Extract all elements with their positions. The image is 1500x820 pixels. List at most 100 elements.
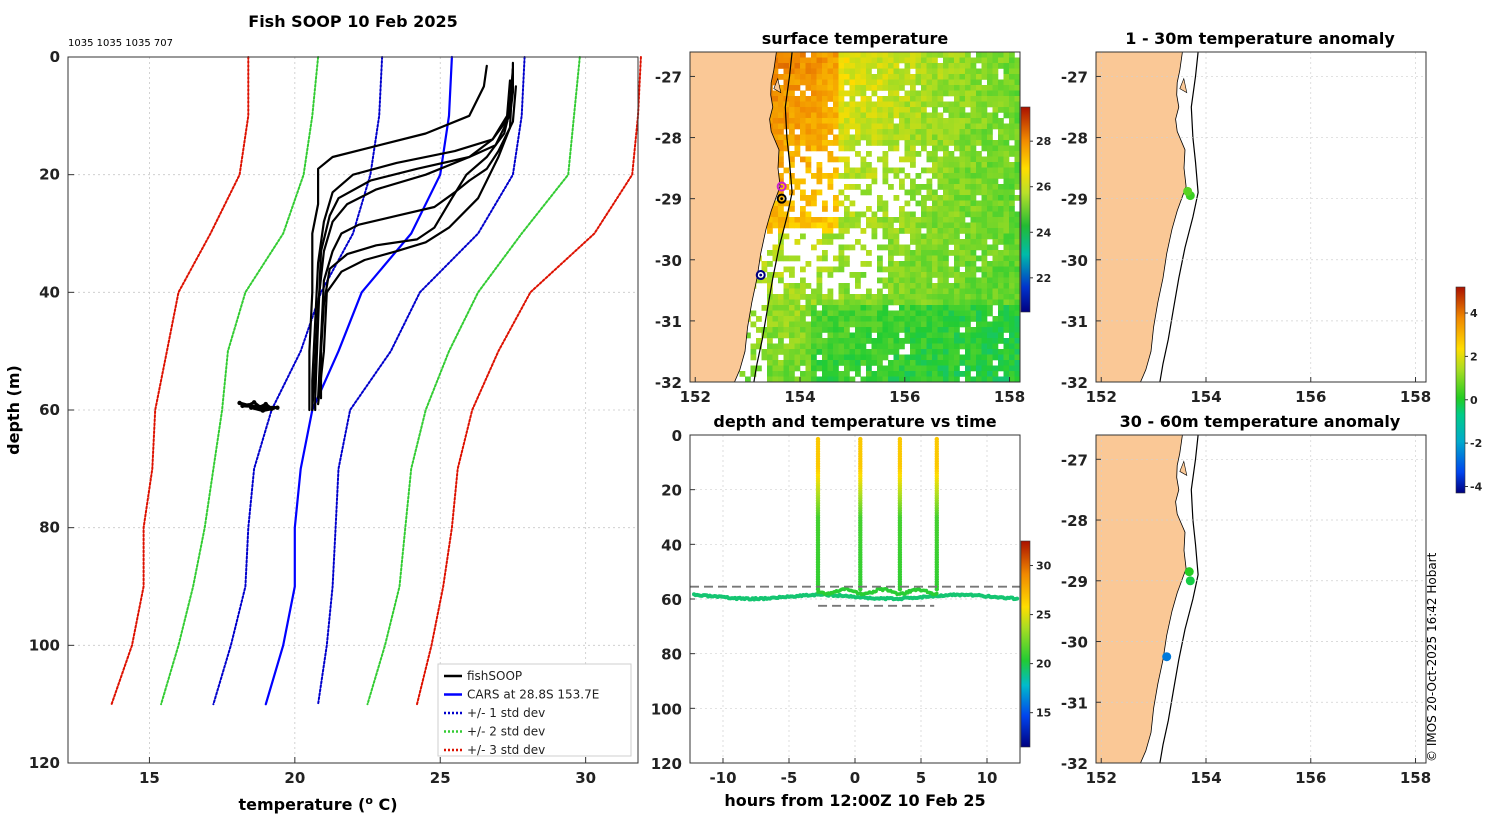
- sst-cell: [877, 338, 883, 344]
- sst-cell: [1009, 332, 1015, 339]
- sst-cell: [882, 365, 889, 372]
- sst-cell: [932, 365, 938, 372]
- sst-cell: [816, 239, 823, 245]
- sst-cell: [926, 255, 933, 262]
- sst-cell: [794, 349, 801, 355]
- sst-cell: [970, 101, 977, 108]
- sst-cell: [778, 189, 784, 196]
- sst-cell: [1009, 371, 1015, 377]
- sst-cell: [921, 261, 927, 267]
- sst-cell: [910, 239, 916, 245]
- sst-cell: [778, 140, 784, 146]
- sst-cell: [882, 63, 889, 69]
- sst-cell: [998, 123, 1004, 130]
- sst-cell: [882, 222, 889, 229]
- sst-cell: [822, 145, 828, 152]
- sst-cell: [811, 294, 817, 300]
- sst-cell: [822, 129, 828, 135]
- sst-cell: [844, 217, 850, 223]
- sst-cell: [926, 277, 933, 284]
- sst-cell: [893, 272, 900, 278]
- land: [689, 51, 781, 383]
- sst-cell: [849, 79, 856, 86]
- sst-cell: [965, 228, 971, 234]
- anomaly-colorbar-tick-label: -2: [1470, 437, 1482, 450]
- sst-cell: [816, 129, 823, 135]
- sst-cell: [783, 316, 790, 322]
- sst-cell: [992, 167, 999, 174]
- anomaly-colorbar-tick-label: 4: [1470, 307, 1478, 320]
- sst-cell: [811, 338, 817, 344]
- sst-cell: [987, 112, 993, 119]
- sst-cell: [937, 101, 944, 108]
- sst-cell: [871, 354, 878, 361]
- sst-cell: [899, 261, 905, 267]
- sst-cell: [822, 255, 828, 262]
- land: [1095, 434, 1187, 764]
- sst-cell: [921, 305, 927, 311]
- sst-cell: [827, 129, 834, 135]
- sst-cell: [987, 250, 993, 256]
- sst-cell: [976, 129, 982, 135]
- sst-cell: [1014, 250, 1021, 256]
- sst-cell: [987, 288, 993, 295]
- sst-cell: [921, 349, 927, 355]
- sst-cell: [937, 178, 944, 185]
- sst-cell: [981, 316, 988, 322]
- sst-cell: [959, 145, 966, 152]
- sst-cell: [882, 101, 889, 108]
- sst-cell: [921, 217, 927, 223]
- sst-cell: [800, 178, 806, 185]
- sst-cell: [965, 57, 971, 64]
- sst-cell: [849, 354, 856, 361]
- sst-cell: [992, 376, 999, 383]
- sst-cell: [998, 184, 1004, 190]
- sst-cell: [998, 200, 1004, 207]
- sst-cell: [767, 277, 773, 284]
- sst-cell: [816, 52, 823, 58]
- sst-cell: [871, 305, 878, 311]
- sst-cell: [965, 316, 971, 322]
- timeseries-title: depth and temperature vs time: [713, 412, 996, 431]
- sst-cell: [899, 167, 905, 174]
- sst-cell: [877, 63, 883, 69]
- sst-cell: [849, 211, 856, 218]
- sst-cell: [987, 266, 993, 273]
- profile-cluster-point: [251, 400, 257, 405]
- sst-cell: [899, 294, 905, 300]
- sst-cell: [910, 288, 916, 295]
- sst-cell: [948, 189, 955, 196]
- sst-cell: [822, 349, 828, 355]
- sst-cell: [772, 107, 779, 113]
- sst-cell: [855, 140, 861, 146]
- sst-cell: [959, 167, 966, 174]
- sst-colorbar-tick-label: 26: [1036, 181, 1052, 194]
- sst-cell: [816, 310, 823, 317]
- sst-cell: [981, 85, 988, 91]
- sst-cell: [822, 90, 828, 97]
- sst-cell: [805, 57, 812, 64]
- sst-cell: [970, 255, 977, 262]
- sst-cell: [1003, 327, 1010, 333]
- sst-cell: [926, 189, 933, 196]
- sst-cell: [882, 134, 889, 141]
- sst-cell: [789, 57, 795, 64]
- sst-cell: [1003, 244, 1010, 251]
- sst-cell: [959, 217, 966, 223]
- sst-cell: [877, 118, 883, 124]
- sst-cell: [772, 112, 779, 119]
- sst-cell: [877, 255, 883, 262]
- sst-cell: [943, 79, 949, 86]
- sst-cell: [855, 118, 861, 124]
- sst-cell: [926, 343, 933, 350]
- sst-cell: [816, 332, 823, 339]
- sst-cell: [822, 239, 828, 245]
- sst-cell: [767, 349, 773, 355]
- profile-cluster-point: [240, 403, 245, 409]
- sst-cell: [822, 206, 828, 212]
- sst-cell: [860, 343, 867, 350]
- sst-cell: [800, 354, 806, 361]
- sst-cell: [932, 338, 938, 344]
- sst-cell: [1003, 338, 1010, 344]
- sst-cell: [1003, 222, 1010, 229]
